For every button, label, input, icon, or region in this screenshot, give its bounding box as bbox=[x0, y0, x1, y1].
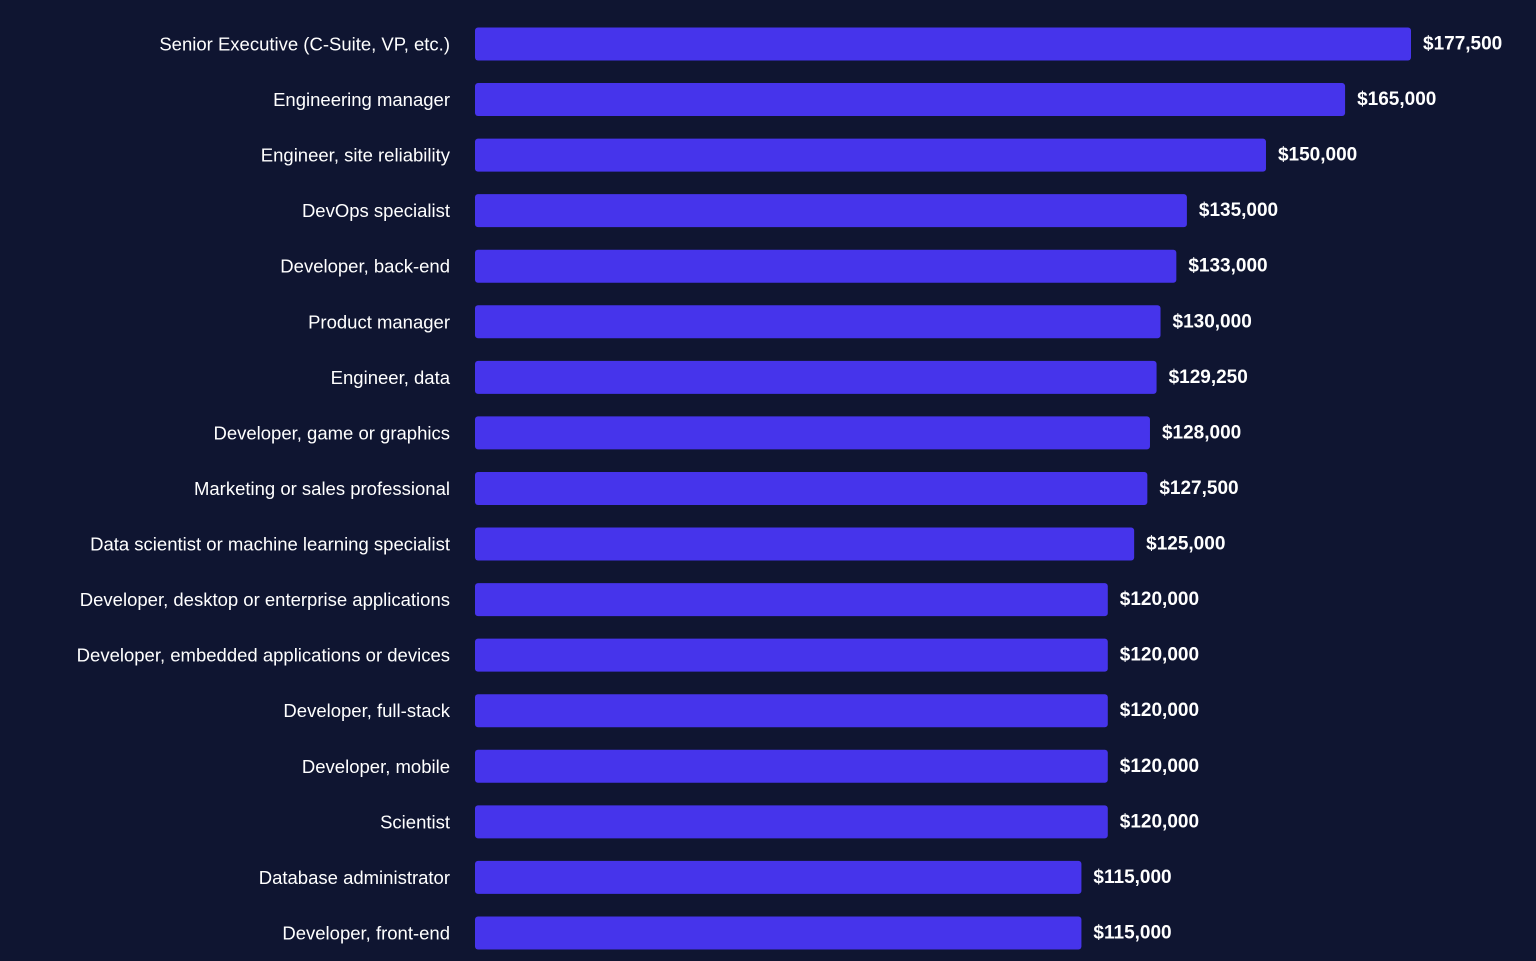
value-label: $133,000 bbox=[1188, 256, 1267, 277]
bar-row: Engineering manager $165,000 bbox=[273, 83, 1436, 117]
category-label: Data scientist or machine learning speci… bbox=[90, 534, 450, 555]
bar-rows: Senior Executive (C-Suite, VP, etc.) $177… bbox=[77, 27, 1502, 950]
category-label: Developer, game or graphics bbox=[213, 422, 450, 443]
bar bbox=[475, 860, 1082, 894]
value-label: $177,500 bbox=[1423, 34, 1502, 55]
bar-row: Engineer, data $129,250 bbox=[331, 360, 1248, 394]
bar bbox=[475, 27, 1411, 61]
bar bbox=[475, 805, 1108, 839]
bar bbox=[475, 694, 1108, 728]
bar-row: Developer, game or graphics $128,000 bbox=[213, 416, 1241, 450]
category-label: Developer, full-stack bbox=[283, 700, 450, 721]
value-label: $128,000 bbox=[1162, 422, 1241, 443]
value-label: $135,000 bbox=[1199, 200, 1278, 221]
value-label: $120,000 bbox=[1120, 645, 1199, 666]
bar-row: Data scientist or machine learning speci… bbox=[90, 527, 1225, 561]
bar bbox=[475, 471, 1148, 505]
bar bbox=[475, 249, 1177, 283]
bar-row: Marketing or sales professional $127,500 bbox=[194, 471, 1239, 505]
category-label: Engineer, data bbox=[331, 367, 451, 388]
category-label: Developer, mobile bbox=[302, 756, 450, 777]
bar bbox=[475, 749, 1108, 783]
bar-row: Developer, embedded applications or devi… bbox=[77, 638, 1199, 672]
bar bbox=[475, 416, 1150, 450]
bar-row: Engineer, site reliability $150,000 bbox=[261, 138, 1357, 172]
category-label: Developer, front-end bbox=[282, 922, 450, 943]
bar-row: Senior Executive (C-Suite, VP, etc.) $177… bbox=[159, 27, 1502, 61]
bar-row: Scientist $120,000 bbox=[380, 805, 1199, 839]
category-label: Marketing or sales professional bbox=[194, 478, 450, 499]
value-label: $165,000 bbox=[1357, 89, 1436, 110]
category-label: Product manager bbox=[308, 311, 450, 332]
value-label: $129,250 bbox=[1169, 367, 1248, 388]
category-label: Senior Executive (C-Suite, VP, etc.) bbox=[159, 34, 450, 55]
bar-row: Developer, mobile $120,000 bbox=[302, 749, 1199, 783]
category-label: Developer, embedded applications or devi… bbox=[77, 645, 450, 666]
value-label: $120,000 bbox=[1120, 700, 1199, 721]
bar bbox=[475, 360, 1157, 394]
category-label: Database administrator bbox=[259, 867, 450, 888]
bar bbox=[475, 638, 1108, 672]
bar-row: Developer, front-end $115,000 bbox=[282, 916, 1172, 950]
value-label: $120,000 bbox=[1120, 811, 1199, 832]
category-label: Engineering manager bbox=[273, 89, 450, 110]
bar bbox=[475, 138, 1266, 172]
value-label: $115,000 bbox=[1093, 922, 1171, 943]
category-label: Scientist bbox=[380, 811, 450, 832]
bar bbox=[475, 527, 1135, 561]
bar-row: Developer, back-end $133,000 bbox=[280, 249, 1268, 283]
value-label: $127,500 bbox=[1159, 478, 1238, 499]
bar bbox=[475, 583, 1108, 617]
bar bbox=[475, 83, 1346, 117]
bar-row: Product manager $130,000 bbox=[308, 305, 1252, 339]
value-label: $120,000 bbox=[1120, 589, 1199, 610]
category-label: Developer, back-end bbox=[280, 256, 450, 277]
bar-row: DevOps specialist $135,000 bbox=[302, 194, 1278, 228]
value-label: $115,000 bbox=[1093, 867, 1171, 888]
category-label: Engineer, site reliability bbox=[261, 145, 451, 166]
value-label: $120,000 bbox=[1120, 756, 1199, 777]
bar bbox=[475, 916, 1082, 950]
category-label: Developer, desktop or enterprise applica… bbox=[80, 589, 450, 610]
bar bbox=[475, 305, 1161, 339]
bar bbox=[475, 194, 1187, 228]
value-label: $130,000 bbox=[1173, 311, 1252, 332]
bar-row: Database administrator $115,000 bbox=[259, 860, 1172, 894]
value-label: $125,000 bbox=[1146, 534, 1225, 555]
value-label: $150,000 bbox=[1278, 145, 1357, 166]
bar-row: Developer, full-stack $120,000 bbox=[283, 694, 1199, 728]
bar-row: Developer, desktop or enterprise applica… bbox=[80, 583, 1199, 617]
category-label: DevOps specialist bbox=[302, 200, 450, 221]
